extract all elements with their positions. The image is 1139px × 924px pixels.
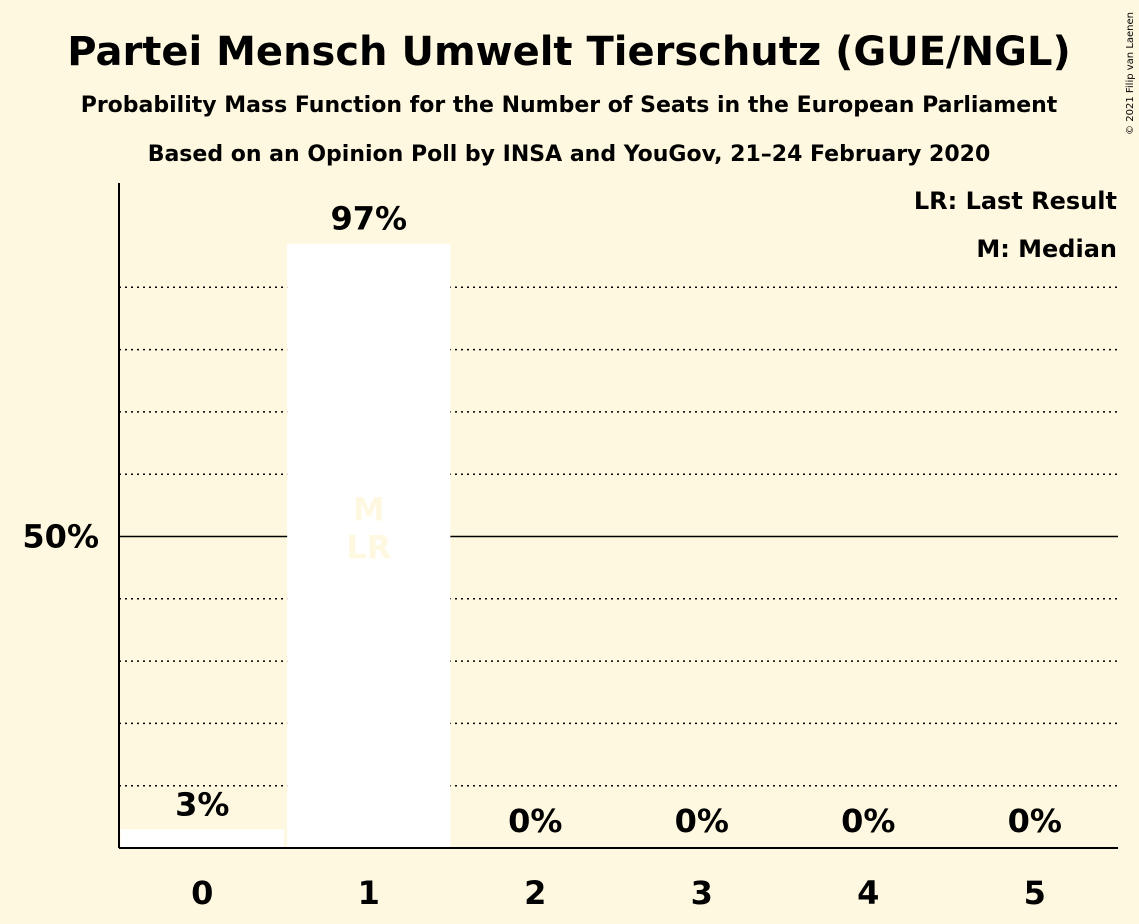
data-label-4: 0% <box>841 802 895 840</box>
bar-marker-m: M <box>353 491 385 529</box>
x-tick-labels: 0 1 2 3 4 5 <box>191 874 1046 912</box>
x-tick-5: 5 <box>1024 874 1046 912</box>
chart-title: Partei Mensch Umwelt Tierschutz (GUE/NGL… <box>67 29 1070 75</box>
bars <box>120 243 451 848</box>
axes <box>118 183 1118 849</box>
legend-entry-0: LR: Last Result <box>914 187 1117 215</box>
data-label-3: 0% <box>675 802 729 840</box>
y-tick-labels: 50% <box>22 518 99 556</box>
bar-0 <box>120 829 284 848</box>
data-label-1: 97% <box>330 200 407 238</box>
data-labels: 3% 97% 0% 0% 0% 0% <box>175 200 1062 840</box>
y-tick-50: 50% <box>22 518 99 556</box>
x-tick-1: 1 <box>358 874 380 912</box>
data-label-5: 0% <box>1008 802 1062 840</box>
data-label-2: 0% <box>508 802 562 840</box>
bar-1 <box>287 243 451 848</box>
x-tick-0: 0 <box>191 874 213 912</box>
chart-subtitle-2: Based on an Opinion Poll by INSA and You… <box>148 142 991 167</box>
chart-subtitle-1: Probability Mass Function for the Number… <box>81 93 1058 118</box>
gridlines <box>119 286 1118 787</box>
legend: LR: Last Result M: Median <box>914 187 1117 263</box>
x-tick-2: 2 <box>524 874 546 912</box>
bar-markers: MLR <box>346 491 391 567</box>
data-label-0: 3% <box>175 785 229 823</box>
copyright-note: © 2021 Filip van Laenen <box>1125 12 1136 135</box>
bar-marker-lr: LR <box>346 529 391 567</box>
x-tick-3: 3 <box>691 874 713 912</box>
x-tick-4: 4 <box>857 874 879 912</box>
legend-entry-1: M: Median <box>976 235 1117 263</box>
